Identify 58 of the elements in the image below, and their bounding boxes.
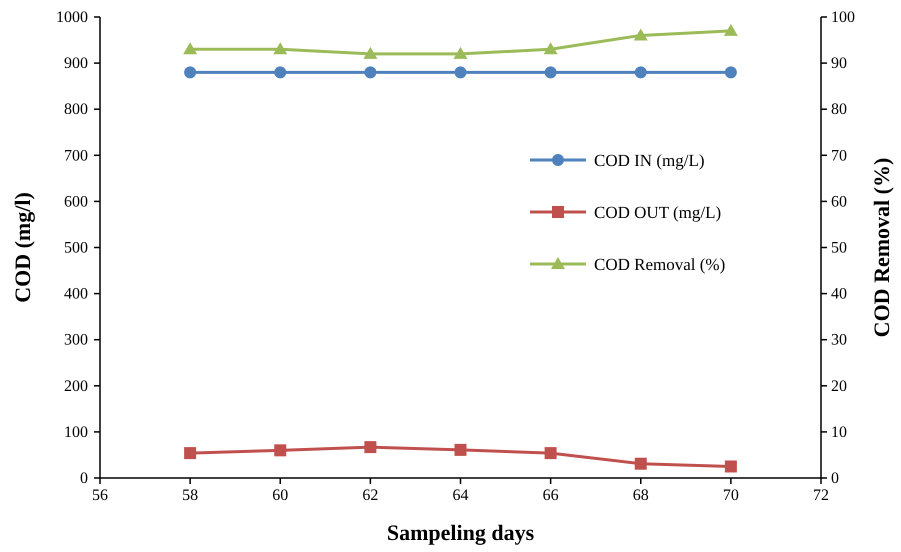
y-tick-label: 1000 bbox=[56, 9, 88, 26]
y2-tick-label: 30 bbox=[831, 332, 847, 349]
y2-tick-label: 50 bbox=[831, 240, 847, 256]
point bbox=[183, 42, 198, 54]
point bbox=[544, 42, 558, 54]
y2-tick-label: 10 bbox=[831, 424, 847, 441]
x-axis-title: Sampeling days bbox=[386, 520, 535, 545]
y-tick-label: 0 bbox=[80, 470, 88, 487]
point bbox=[454, 66, 466, 78]
point bbox=[184, 447, 196, 460]
legend-label: COD OUT (mg/L) bbox=[594, 203, 722, 222]
x-tick-label: 56 bbox=[92, 487, 108, 504]
y2-tick-label: 100 bbox=[831, 9, 855, 26]
y-tick-label: 400 bbox=[64, 286, 88, 303]
point bbox=[363, 46, 378, 59]
y2-tick-label: 40 bbox=[831, 286, 847, 303]
point bbox=[364, 441, 376, 454]
legend-label: COD IN (mg/L) bbox=[594, 151, 704, 170]
x-tick-label: 66 bbox=[542, 487, 559, 504]
point bbox=[274, 444, 286, 456]
y2-tick-label: 90 bbox=[831, 55, 847, 72]
y2-axis-title: COD Removal (%) bbox=[869, 158, 894, 338]
y-tick-label: 100 bbox=[64, 424, 88, 441]
x-tick-label: 62 bbox=[362, 487, 378, 504]
point bbox=[184, 66, 196, 78]
point bbox=[724, 24, 738, 36]
x-tick-label: 68 bbox=[632, 487, 649, 504]
point bbox=[634, 28, 648, 40]
y2-tick-label: 60 bbox=[831, 193, 847, 210]
y-tick-label: 900 bbox=[64, 55, 88, 72]
point bbox=[364, 66, 376, 78]
x-tick-label: 58 bbox=[182, 487, 198, 504]
y2-tick-label: 20 bbox=[831, 378, 847, 395]
point bbox=[544, 447, 557, 460]
point bbox=[544, 66, 557, 78]
x-tick-label: 64 bbox=[452, 487, 468, 504]
point bbox=[724, 460, 737, 472]
y-tick-label: 300 bbox=[64, 332, 88, 349]
y-tick-label: 500 bbox=[64, 240, 88, 256]
legend-label: COD Removal (%) bbox=[594, 255, 726, 274]
y-tick-label: 600 bbox=[64, 193, 88, 210]
y-tick-label: 700 bbox=[64, 147, 88, 164]
y-axis-title: COD (mg/l) bbox=[10, 192, 35, 303]
y-tick-label: 800 bbox=[64, 101, 88, 118]
y2-tick-label: 80 bbox=[831, 101, 847, 118]
point bbox=[273, 42, 288, 54]
x-tick-label: 70 bbox=[722, 487, 739, 504]
x-tick-label: 60 bbox=[272, 487, 288, 504]
point bbox=[274, 66, 286, 78]
y-tick-label: 200 bbox=[64, 378, 88, 395]
y2-tick-label: 70 bbox=[831, 147, 847, 164]
x-tick-label: 72 bbox=[813, 487, 829, 504]
point bbox=[454, 46, 468, 59]
point bbox=[634, 66, 647, 78]
point bbox=[634, 458, 647, 470]
point bbox=[724, 66, 737, 78]
y2-tick-label: 0 bbox=[831, 470, 839, 487]
point bbox=[454, 444, 466, 456]
